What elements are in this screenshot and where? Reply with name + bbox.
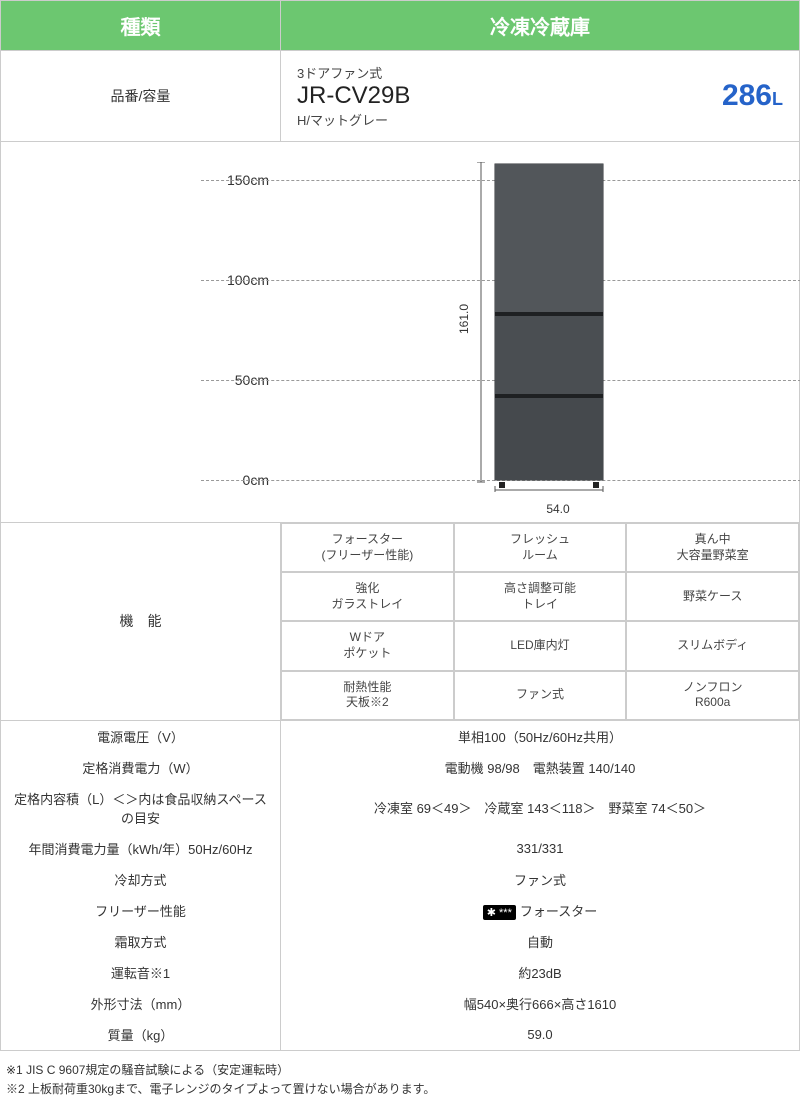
spec-lines: 電源電圧（V）単相100（50Hz/60Hz共用）定格消費電力（W）電動機 98… xyxy=(1,720,800,1050)
diagram-cell: 150cm 100cm 50cm 0cm xyxy=(1,142,799,522)
spec-label: 外形寸法（mm） xyxy=(1,988,281,1019)
spec-value: 59.0 xyxy=(281,1019,800,1051)
feature-item: 耐熱性能天板※2 xyxy=(281,671,454,720)
diagram-row: 150cm 100cm 50cm 0cm xyxy=(1,142,800,523)
capacity: 286L xyxy=(722,79,783,113)
spec-line-row: 霜取方式自動 xyxy=(1,926,800,957)
capacity-value: 286 xyxy=(722,79,772,112)
model-row: 品番/容量 3ドアファン式 JR-CV29B H/マットグレー 286L xyxy=(1,51,800,142)
feature-item: LED庫内灯 xyxy=(454,621,627,670)
spec-label: 電源電圧（V） xyxy=(1,720,281,752)
freezer-star-icon: ✱ *** xyxy=(483,905,516,920)
footnote-2: ※2 上板耐荷重30kgまで、電子レンジのタイプよって置けない場合があります。 xyxy=(6,1080,794,1099)
spec-label: 定格内容積（L）＜＞内は食品収納スペースの目安 xyxy=(1,783,281,833)
spec-label: 質量（kg） xyxy=(1,1019,281,1051)
model-color: H/マットグレー xyxy=(297,110,783,129)
spec-value: 電動機 98/98 電熱装置 140/140 xyxy=(281,752,800,783)
footnotes: ※1 JIS C 9607規定の騒音試験による（安定運転時） ※2 上板耐荷重3… xyxy=(0,1051,800,1109)
header-row: 種類 冷凍冷蔵庫 xyxy=(1,1,800,51)
spec-line-row: 質量（kg）59.0 xyxy=(1,1019,800,1051)
spec-value: ファン式 xyxy=(281,864,800,895)
feature-item: フレッシュルーム xyxy=(454,523,627,572)
spec-value: 冷凍室 69＜49＞ 冷蔵室 143＜118＞ 野菜室 74＜50＞ xyxy=(281,783,800,833)
feature-item: ファン式 xyxy=(454,671,627,720)
model-info: 3ドアファン式 JR-CV29B H/マットグレー 286L xyxy=(281,51,800,142)
feature-item: スリムボディ xyxy=(626,621,799,670)
spec-label: 運転音※1 xyxy=(1,957,281,988)
feature-item: 野菜ケース xyxy=(626,572,799,621)
spec-line-row: 運転音※1約23dB xyxy=(1,957,800,988)
spec-value: 自動 xyxy=(281,926,800,957)
spec-label: 冷却方式 xyxy=(1,864,281,895)
spec-label: 年間消費電力量（kWh/年）50Hz/60Hz xyxy=(1,833,281,864)
feature-item: ノンフロンR600a xyxy=(626,671,799,720)
spec-line-row: 電源電圧（V）単相100（50Hz/60Hz共用） xyxy=(1,720,800,752)
feature-item: Wドアポケット xyxy=(281,621,454,670)
spec-value: 幅540×奥行666×高さ1610 xyxy=(281,988,800,1019)
feature-grid: フォースター(フリーザー性能)フレッシュルーム真ん中大容量野菜室強化ガラストレイ… xyxy=(281,523,799,720)
scale-area: 150cm 100cm 50cm 0cm xyxy=(1,142,281,522)
feature-item: 高さ調整可能トレイ xyxy=(454,572,627,621)
capacity-unit: L xyxy=(772,89,783,109)
feature-item: 真ん中大容量野菜室 xyxy=(626,523,799,572)
header-type: 種類 xyxy=(1,1,281,51)
fridge-area: 161.0 54.0 xyxy=(281,142,799,522)
footnote-1: ※1 JIS C 9607規定の騒音試験による（安定運転時） xyxy=(6,1061,794,1080)
spec-line-row: 定格消費電力（W）電動機 98/98 電熱装置 140/140 xyxy=(1,752,800,783)
model-row-label: 品番/容量 xyxy=(1,51,281,142)
width-dimension: 54.0 xyxy=(508,502,608,516)
spec-label: 定格消費電力（W） xyxy=(1,752,281,783)
features-label: 機 能 xyxy=(1,523,281,721)
model-number: JR-CV29B xyxy=(297,82,783,110)
spec-label: 霜取方式 xyxy=(1,926,281,957)
header-product: 冷凍冷蔵庫 xyxy=(281,1,800,51)
spec-value: ✱ ***フォースター xyxy=(281,895,800,926)
model-subtitle: 3ドアファン式 xyxy=(297,63,783,82)
feature-item: フォースター(フリーザー性能) xyxy=(281,523,454,572)
spec-table: 種類 冷凍冷蔵庫 品番/容量 3ドアファン式 JR-CV29B H/マットグレー… xyxy=(0,0,800,1051)
spec-line-row: 定格内容積（L）＜＞内は食品収納スペースの目安冷凍室 69＜49＞ 冷蔵室 14… xyxy=(1,783,800,833)
spec-line-row: 冷却方式ファン式 xyxy=(1,864,800,895)
spec-line-row: 年間消費電力量（kWh/年）50Hz/60Hz331/331 xyxy=(1,833,800,864)
spec-line-row: フリーザー性能✱ ***フォースター xyxy=(1,895,800,926)
spec-line-row: 外形寸法（mm）幅540×奥行666×高さ1610 xyxy=(1,988,800,1019)
spec-value: 単相100（50Hz/60Hz共用） xyxy=(281,720,800,752)
spec-label: フリーザー性能 xyxy=(1,895,281,926)
height-dimension: 161.0 xyxy=(457,304,471,334)
fridge-illustration xyxy=(475,162,605,492)
features-row: 機 能 フォースター(フリーザー性能)フレッシュルーム真ん中大容量野菜室強化ガラ… xyxy=(1,523,800,721)
spec-value: 331/331 xyxy=(281,833,800,864)
feature-item: 強化ガラストレイ xyxy=(281,572,454,621)
spec-value: 約23dB xyxy=(281,957,800,988)
